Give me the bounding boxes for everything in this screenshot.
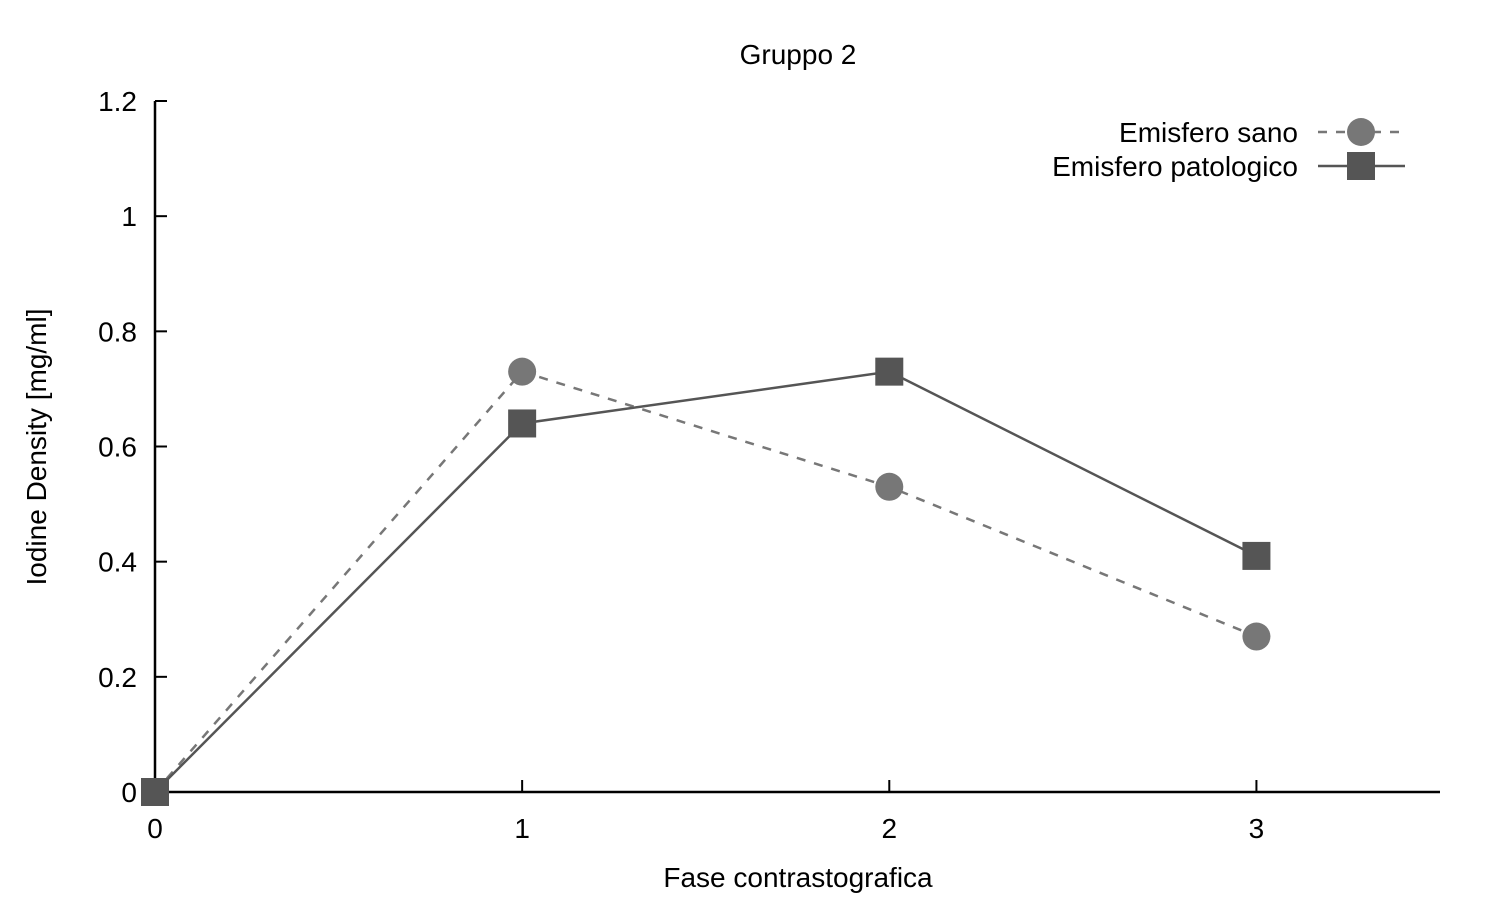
- data-point-square: [141, 778, 169, 806]
- y-tick-label: 1: [121, 201, 137, 232]
- y-tick-label: 1.2: [98, 86, 137, 117]
- y-tick-label: 0.8: [98, 316, 137, 347]
- data-point-square: [508, 409, 537, 438]
- series-line: [154, 370, 1257, 793]
- series-layer: [141, 357, 1271, 806]
- legend-marker-square: [1347, 152, 1375, 180]
- legend-marker-circle: [1347, 118, 1375, 146]
- series-sano: [141, 357, 1271, 806]
- legend-label: Emisfero patologico: [1052, 151, 1298, 182]
- y-axis-title: Iodine Density [mg/ml]: [21, 309, 52, 586]
- series-patologico: [141, 357, 1271, 806]
- x-tick-label: 2: [881, 813, 897, 844]
- legend-label: Emisfero sano: [1119, 117, 1298, 148]
- data-point-square: [1242, 541, 1271, 570]
- data-point-circle: [1242, 622, 1271, 651]
- series-line: [154, 370, 1257, 793]
- y-tick-label: 0.6: [98, 432, 137, 463]
- y-tick-label: 0.4: [98, 547, 137, 578]
- x-tick-label: 3: [1249, 813, 1265, 844]
- data-point-circle: [508, 357, 537, 386]
- x-tick-label: 1: [514, 813, 530, 844]
- chart-title: Gruppo 2: [740, 39, 857, 70]
- x-tick-label: 0: [147, 813, 163, 844]
- y-tick-label: 0: [121, 777, 137, 808]
- axes: 0 0.2 0.4 0.6 0.8 1 1.2 0 1 2 3: [98, 86, 1440, 844]
- data-point-square: [875, 357, 904, 386]
- data-point-circle: [875, 472, 904, 501]
- x-axis-title: Fase contrastografica: [663, 862, 933, 893]
- y-tick-label: 0.2: [98, 662, 137, 693]
